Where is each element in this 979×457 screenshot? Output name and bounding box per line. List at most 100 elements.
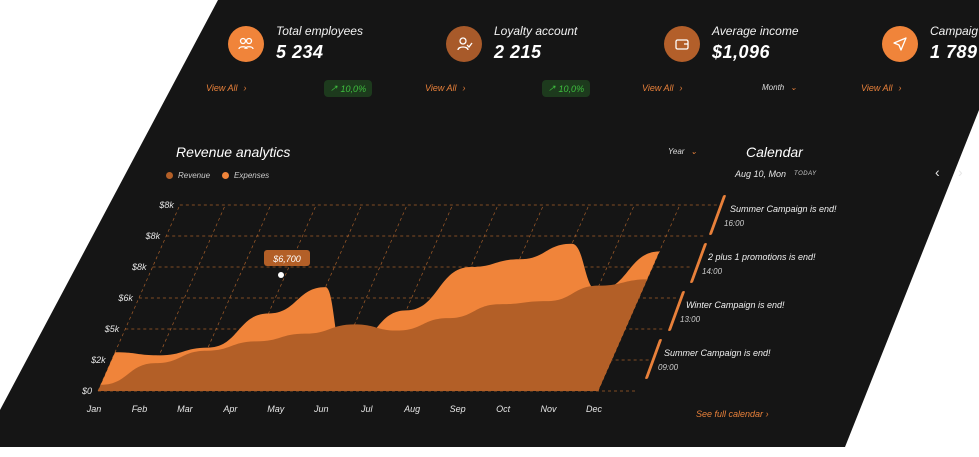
see-full-calendar-link[interactable]: See full calendar › bbox=[696, 409, 769, 419]
y-tick-label: $2k bbox=[90, 355, 106, 365]
event-title: 2 plus 1 promotions is end! bbox=[708, 252, 816, 262]
chevron-down-icon: ⌄ bbox=[690, 147, 698, 156]
trend-up-icon: ↗ bbox=[548, 83, 556, 93]
user-check-icon bbox=[446, 26, 482, 62]
stat-label: Total employees bbox=[276, 24, 363, 38]
stat-label: Loyalty account bbox=[494, 24, 578, 38]
x-tick-label: Nov bbox=[541, 404, 558, 414]
today-badge[interactable]: TODAY bbox=[794, 171, 817, 177]
x-tick-label: Aug bbox=[403, 404, 420, 414]
calendar-date: Aug 10, Mon TODAY bbox=[735, 169, 817, 179]
legend-label: Expenses bbox=[234, 171, 270, 180]
grid-line-vertical bbox=[279, 204, 362, 392]
view-all-income-link[interactable]: View All › bbox=[642, 83, 683, 93]
send-icon bbox=[882, 26, 918, 62]
x-tick-label: Jan bbox=[86, 404, 102, 414]
users-icon bbox=[228, 26, 264, 62]
chevron-right-icon: › bbox=[765, 409, 769, 419]
x-tick-label: Sep bbox=[450, 404, 466, 414]
legend-expenses: Expenses bbox=[222, 171, 269, 180]
x-tick-label: Apr bbox=[222, 404, 238, 414]
growth-value: 10,0% bbox=[558, 83, 585, 94]
stat-average-income[interactable]: Average income $1,096 bbox=[664, 24, 799, 63]
revenue-title: Revenue analytics bbox=[176, 144, 291, 160]
legend-label: Revenue bbox=[178, 171, 211, 180]
revenue-area bbox=[98, 279, 648, 391]
tooltip-value: $6,700 bbox=[272, 254, 301, 264]
growth-value: 10,0% bbox=[340, 83, 367, 94]
y-axis: $0 $2k $5k $6k $8k $8k $8k bbox=[81, 200, 174, 396]
y-tick-label: $6k bbox=[117, 293, 133, 303]
legend-revenue: Revenue bbox=[166, 171, 210, 180]
tooltip-marker bbox=[278, 272, 284, 278]
month-dropdown[interactable]: Month ⌄ bbox=[762, 83, 797, 92]
stat-value: $1,096 bbox=[712, 42, 771, 62]
year-dropdown[interactable]: Year ⌄ bbox=[668, 147, 697, 156]
stat-label: Campaig bbox=[930, 24, 979, 38]
view-all-label: View All bbox=[642, 83, 674, 93]
grid-line-vertical bbox=[552, 204, 635, 392]
y-tick-label: $8k bbox=[145, 231, 161, 241]
x-tick-label: Feb bbox=[132, 404, 148, 414]
grid-line-vertical bbox=[234, 204, 317, 392]
y-tick-label: $0 bbox=[81, 386, 92, 396]
stat-total-employees[interactable]: Total employees 5 234 bbox=[228, 24, 363, 63]
x-axis: Jan Feb Mar Apr May Jun Jul Aug Sep Oct Nov Dec bbox=[86, 404, 603, 414]
stat-loyalty-account[interactable]: Loyalty account 2 215 bbox=[446, 24, 578, 63]
growth-badge: ↗ 10,0% bbox=[324, 80, 373, 97]
event-time: 16:00 bbox=[724, 219, 745, 228]
stat-value: 1 789 bbox=[930, 42, 978, 62]
view-all-employees-link[interactable]: View All › bbox=[206, 83, 247, 93]
event-title: Summer Campaign is end! bbox=[730, 204, 837, 214]
tooltip-box bbox=[264, 250, 310, 266]
wallet-icon bbox=[664, 26, 700, 62]
x-tick-label: Jun bbox=[313, 404, 329, 414]
chevron-right-icon: › bbox=[679, 83, 683, 93]
event-time: 13:00 bbox=[680, 315, 701, 324]
chevron-right-icon: › bbox=[243, 83, 247, 93]
grid-line-vertical bbox=[143, 204, 226, 392]
chevron-right-icon: › bbox=[958, 164, 963, 180]
year-label: Year bbox=[668, 147, 685, 156]
grid-line-vertical bbox=[324, 204, 408, 392]
x-tick-label: May bbox=[267, 404, 285, 414]
grid-line-vertical bbox=[597, 204, 681, 392]
see-full-calendar-label: See full calendar bbox=[696, 409, 764, 419]
grid-line-vertical bbox=[370, 204, 453, 392]
growth-badge: ↗ 10,0% bbox=[542, 80, 591, 97]
calendar-next-button[interactable]: › bbox=[958, 164, 963, 180]
trend-up-icon: ↗ bbox=[330, 83, 338, 93]
calendar-date-label: Aug 10, Mon bbox=[735, 169, 787, 179]
stat-value: 2 215 bbox=[494, 42, 542, 62]
chart-areas bbox=[98, 243, 660, 391]
event-time: 14:00 bbox=[702, 267, 723, 276]
chevron-right-icon: › bbox=[898, 83, 902, 93]
x-tick-label: Jul bbox=[360, 404, 374, 414]
chart-tooltip: $6,700 bbox=[264, 250, 310, 278]
stat-label: Average income bbox=[712, 24, 799, 38]
stat-campaign[interactable]: Campaig 1 789 bbox=[882, 24, 979, 63]
grid-line-vertical bbox=[461, 204, 544, 392]
x-tick-label: Dec bbox=[586, 404, 603, 414]
chart-legend: Revenue Expenses bbox=[166, 171, 269, 180]
calendar-prev-button[interactable]: ‹ bbox=[935, 164, 940, 180]
chevron-left-icon: ‹ bbox=[935, 164, 940, 180]
view-all-label: View All bbox=[206, 83, 238, 93]
view-all-loyalty-link[interactable]: View All › bbox=[425, 83, 466, 93]
grid-line-vertical bbox=[415, 204, 499, 392]
view-all-label: View All bbox=[861, 83, 893, 93]
legend-dot bbox=[166, 172, 173, 179]
x-tick-label: Oct bbox=[496, 404, 511, 414]
view-all-campaign-link[interactable]: View All › bbox=[861, 83, 902, 93]
calendar-title: Calendar bbox=[746, 144, 803, 160]
event-title: Winter Campaign is end! bbox=[686, 300, 785, 310]
stat-value: 5 234 bbox=[276, 42, 324, 62]
y-tick-label: $5k bbox=[104, 324, 120, 334]
chevron-down-icon: ⌄ bbox=[790, 83, 797, 92]
y-tick-label: $8k bbox=[131, 262, 147, 272]
event-time: 09:00 bbox=[658, 363, 679, 372]
grid-line-vertical bbox=[97, 204, 181, 392]
grid-line-vertical bbox=[188, 204, 272, 392]
view-all-label: View All bbox=[425, 83, 457, 93]
